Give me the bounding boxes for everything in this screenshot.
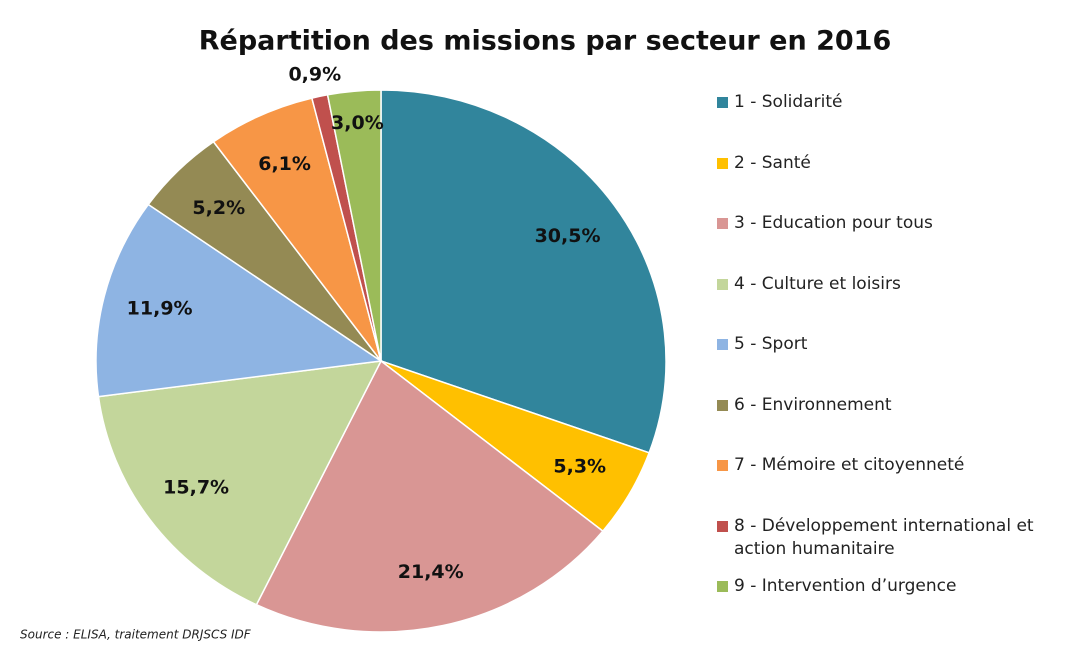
pie-slice bbox=[326, 89, 382, 362]
legend-label: 7 - Mémoire et citoyenneté bbox=[734, 455, 965, 475]
legend-label: 9 - Intervention d’urgence bbox=[734, 576, 957, 596]
legend-swatch bbox=[717, 278, 728, 290]
legend-item: 1 - Solidarité bbox=[717, 91, 1077, 114]
legend-swatch bbox=[717, 157, 728, 169]
data-label: 30,5% bbox=[535, 225, 601, 247]
legend-item: 8 - Développement international et actio… bbox=[717, 515, 1077, 561]
pie-slice bbox=[97, 360, 383, 606]
legend-label: 5 - Sport bbox=[734, 334, 808, 354]
legend-label: 8 - Développement international et actio… bbox=[734, 515, 1034, 559]
legend-swatch bbox=[717, 339, 728, 350]
chart-title: Répartition des missions par secteur en … bbox=[199, 26, 891, 57]
legend-label: 4 - Culture et loisirs bbox=[734, 273, 901, 294]
legend-swatch bbox=[717, 581, 728, 592]
data-label: 0,9% bbox=[288, 64, 341, 86]
data-label: 11,9% bbox=[127, 298, 193, 320]
data-label: 3,0% bbox=[331, 112, 384, 134]
legend-swatch bbox=[717, 218, 728, 229]
legend-swatch bbox=[717, 460, 728, 471]
legend-label: 3 - Education pour tous bbox=[734, 213, 933, 233]
legend-item: 9 - Intervention d’urgence bbox=[717, 575, 1077, 598]
legend-label: 1 - Solidarité bbox=[734, 92, 843, 112]
data-label: 15,7% bbox=[163, 476, 229, 498]
legend-item: 7 - Mémoire et citoyenneté bbox=[717, 454, 1077, 477]
legend-label: 6 - Environnement bbox=[734, 394, 892, 415]
data-label: 5,3% bbox=[553, 456, 606, 478]
data-label: 5,2% bbox=[192, 197, 245, 219]
legend-item: 5 - Sport bbox=[717, 333, 1077, 356]
source: Source : ELISA, traitement DRJSCS IDF bbox=[20, 628, 252, 642]
legend-item: 6 - Environnement bbox=[717, 394, 1077, 417]
pie-slice bbox=[380, 89, 667, 454]
legend-item: 2 - Santé bbox=[717, 152, 1077, 175]
data-label: 6,1% bbox=[258, 153, 311, 175]
legend-swatch bbox=[717, 97, 728, 108]
legend-item: 3 - Education pour tous bbox=[717, 212, 1077, 235]
legend-swatch bbox=[717, 520, 728, 532]
legend-item: 4 - Culture et loisirs bbox=[717, 273, 1077, 296]
legend-label: 2 - Santé bbox=[734, 152, 811, 173]
pie-slice bbox=[255, 359, 604, 633]
data-label: 21,4% bbox=[398, 561, 464, 583]
legend-swatch bbox=[717, 399, 728, 411]
pie-slice bbox=[95, 203, 384, 398]
